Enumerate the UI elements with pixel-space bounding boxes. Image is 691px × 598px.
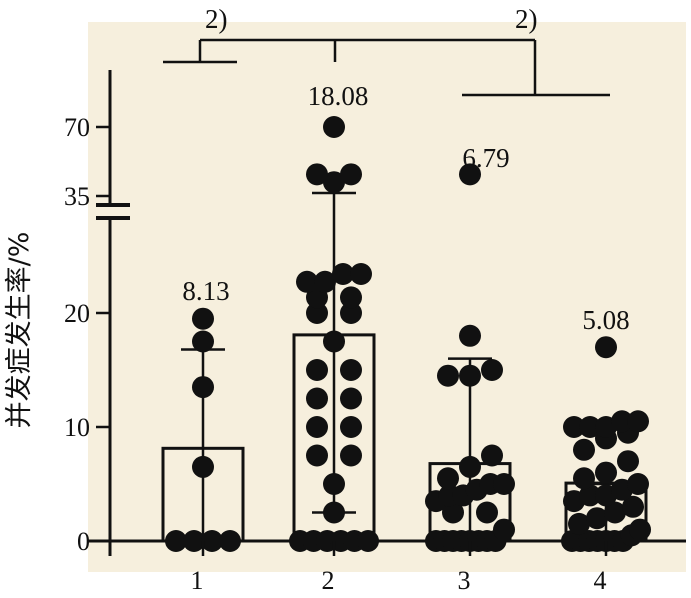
data-point bbox=[332, 263, 354, 285]
data-point bbox=[437, 467, 459, 490]
data-point bbox=[323, 501, 345, 524]
data-point bbox=[314, 270, 336, 293]
data-label: 5.08 bbox=[582, 305, 629, 335]
data-point bbox=[493, 473, 515, 495]
data-point bbox=[192, 376, 214, 399]
data-point bbox=[192, 455, 214, 478]
data-point bbox=[192, 307, 214, 330]
labels-layer: 0 10 20 35 70 1 2 3 4 8.13 18.08 6.79 5.08 bbox=[64, 81, 630, 595]
data-point bbox=[306, 359, 328, 381]
data-point bbox=[442, 501, 464, 524]
points-layer bbox=[165, 116, 651, 552]
x-tick-label: 3 bbox=[458, 566, 471, 595]
data-point bbox=[323, 171, 345, 194]
data-point bbox=[611, 410, 633, 433]
data-point bbox=[340, 416, 362, 438]
data-point bbox=[296, 270, 318, 293]
data-point bbox=[627, 473, 649, 495]
data-point bbox=[459, 163, 481, 186]
data-point bbox=[579, 484, 601, 507]
data-point bbox=[579, 416, 601, 438]
significance-label: 2) bbox=[205, 4, 228, 34]
data-point bbox=[340, 163, 362, 186]
y-tick-label: 35 bbox=[64, 182, 90, 211]
data-point bbox=[459, 324, 481, 347]
data-point bbox=[563, 416, 585, 438]
data-point bbox=[340, 444, 362, 467]
x-tick-label: 2 bbox=[322, 566, 335, 595]
data-point bbox=[629, 518, 651, 541]
x-tick-label: 4 bbox=[594, 566, 607, 595]
y-tick-label: 20 bbox=[64, 299, 90, 328]
y-tick-label: 0 bbox=[77, 527, 90, 556]
y-tick-label: 10 bbox=[64, 413, 90, 442]
data-point bbox=[476, 501, 498, 524]
data-point bbox=[306, 387, 328, 410]
x-tick-label: 1 bbox=[191, 566, 204, 595]
data-point bbox=[568, 512, 590, 535]
axes-layer bbox=[88, 70, 686, 556]
data-point bbox=[573, 438, 595, 461]
data-point bbox=[340, 387, 362, 410]
data-point bbox=[595, 461, 617, 484]
data-point bbox=[323, 330, 345, 353]
significance-layer: 2) 2) bbox=[163, 4, 610, 97]
data-point bbox=[192, 330, 214, 353]
significance-label: 2) bbox=[515, 4, 538, 34]
data-point bbox=[573, 467, 595, 490]
data-label: 6.79 bbox=[462, 143, 509, 173]
data-point bbox=[306, 444, 328, 467]
data-point bbox=[323, 116, 345, 138]
data-point bbox=[586, 507, 608, 530]
data-point bbox=[604, 501, 626, 524]
data-point bbox=[306, 163, 328, 186]
data-point bbox=[306, 302, 328, 324]
data-point bbox=[493, 518, 515, 541]
data-point bbox=[595, 336, 617, 359]
data-point bbox=[459, 455, 481, 478]
data-point bbox=[627, 410, 649, 433]
data-point bbox=[622, 495, 644, 518]
data-point bbox=[306, 416, 328, 438]
data-label: 18.08 bbox=[308, 81, 369, 111]
data-point bbox=[350, 263, 372, 285]
data-label: 8.13 bbox=[182, 276, 229, 306]
data-point bbox=[481, 444, 503, 467]
data-point bbox=[323, 473, 345, 495]
y-tick-label: 70 bbox=[64, 113, 90, 142]
y-axis-label: 并发症发生率/% bbox=[4, 232, 35, 429]
data-point bbox=[340, 359, 362, 381]
data-point bbox=[481, 359, 503, 381]
data-point bbox=[340, 302, 362, 324]
data-point bbox=[340, 286, 362, 309]
data-point bbox=[437, 364, 459, 387]
data-point bbox=[459, 364, 481, 387]
data-point bbox=[617, 450, 639, 473]
